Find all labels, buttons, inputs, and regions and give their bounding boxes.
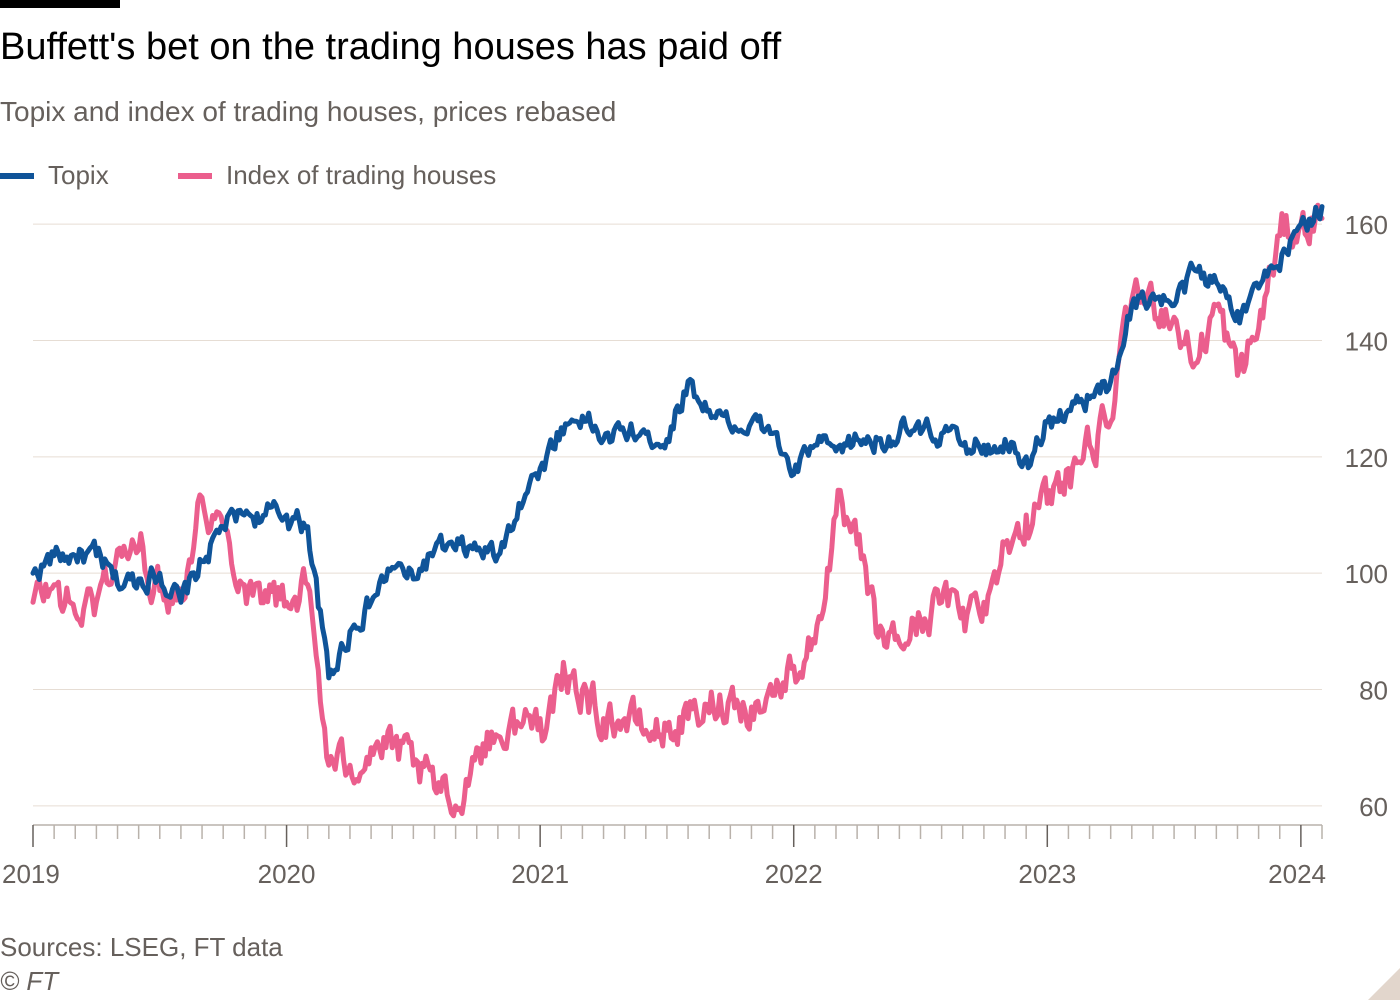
series-line-topix bbox=[30, 204, 1325, 681]
y-tick-label: 60 bbox=[1359, 792, 1388, 822]
y-axis-labels: 60 80 100 120 140 160 bbox=[1345, 210, 1388, 822]
legend-swatch-trading-houses bbox=[178, 173, 212, 179]
grid-lines bbox=[33, 223, 1322, 807]
corner-mark bbox=[1368, 968, 1400, 1000]
legend-label-topix: Topix bbox=[48, 160, 109, 190]
x-axis-labels: 2019 2020 2021 2022 2023 2024 bbox=[2, 859, 1326, 889]
x-tick-label: 2020 bbox=[258, 859, 316, 889]
chart-subtitle: Topix and index of trading houses, price… bbox=[0, 96, 617, 127]
line-chart: 60 80 100 120 140 160 2019 2020 2021 2022 2023 202… bbox=[2, 202, 1388, 889]
series-lines bbox=[30, 202, 1325, 819]
y-tick-label: 100 bbox=[1345, 559, 1388, 589]
y-tick-label: 140 bbox=[1345, 326, 1388, 356]
chart-title: Buffett's bet on the trading houses has … bbox=[0, 26, 782, 68]
x-axis bbox=[32, 824, 1323, 847]
y-tick-label: 80 bbox=[1359, 676, 1388, 706]
x-tick-label: 2024 bbox=[1268, 859, 1326, 889]
y-tick-label: 120 bbox=[1345, 443, 1388, 473]
x-tick-label: 2022 bbox=[765, 859, 823, 889]
top-accent-bar bbox=[0, 0, 120, 8]
legend-swatch-topix bbox=[0, 173, 34, 179]
y-tick-label: 160 bbox=[1345, 210, 1388, 240]
series-line-trading-houses bbox=[30, 202, 1325, 819]
x-tick-label: 2023 bbox=[1018, 859, 1076, 889]
source-note: Sources: LSEG, FT data bbox=[0, 932, 283, 962]
legend-label-trading-houses: Index of trading houses bbox=[226, 160, 497, 190]
x-tick-label: 2019 bbox=[2, 859, 60, 889]
x-tick-label: 2021 bbox=[511, 859, 569, 889]
credit: © FT bbox=[0, 966, 59, 996]
